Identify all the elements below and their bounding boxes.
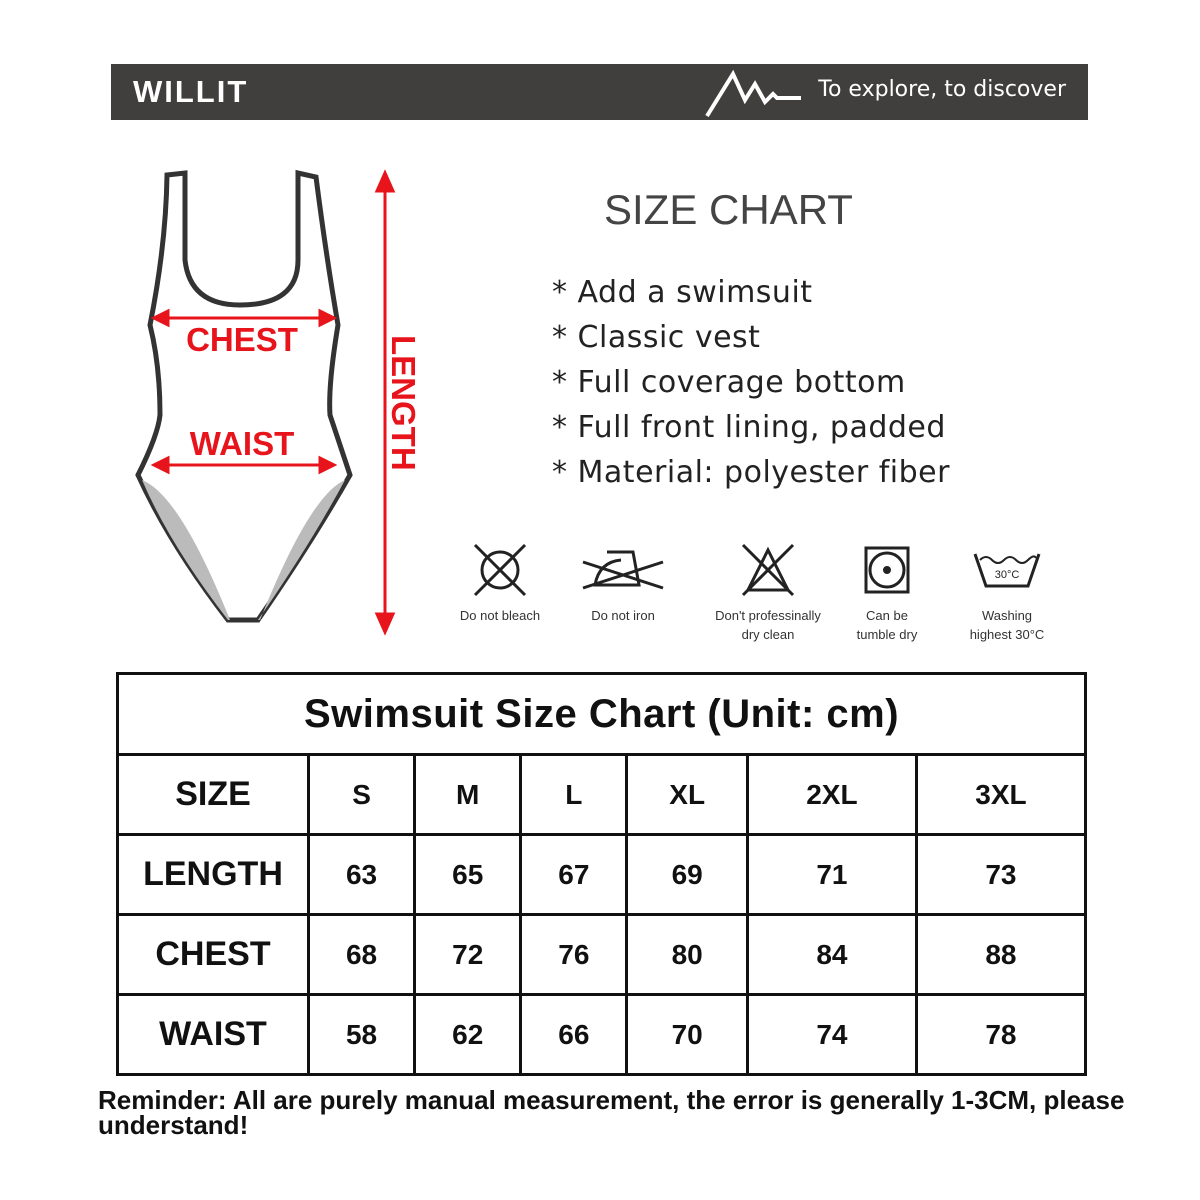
brand-banner: WILLIT To explore, to discover: [111, 64, 1088, 120]
tumble-dry-icon: [864, 546, 910, 594]
no-iron-icon: [582, 550, 664, 590]
feature-item: * Add a swimsuit: [552, 275, 813, 310]
length-label: LENGTH: [385, 335, 422, 471]
care-item: 30°C Washing highest 30°C: [942, 540, 1072, 644]
feature-item: * Material: polyester fiber: [552, 455, 950, 490]
care-item: Do not bleach: [435, 540, 565, 625]
feature-item: * Full front lining, padded: [552, 410, 946, 445]
chest-label: CHEST: [186, 321, 298, 358]
care-item: Can be tumble dry: [822, 540, 952, 644]
table-row: LENGTH 63 65 67 69 71 73: [116, 833, 1088, 916]
table-title: Swimsuit Size Chart (Unit: cm): [116, 672, 1087, 756]
feature-list: * Add a swimsuit * Classic vest * Full c…: [552, 270, 950, 495]
table-row: CHEST 68 72 76 80 84 88: [116, 913, 1088, 996]
no-bleach-icon: [473, 543, 527, 597]
svg-text:30°C: 30°C: [995, 569, 1020, 581]
tagline: To explore, to discover: [818, 77, 1066, 102]
wash-30-icon: 30°C: [973, 553, 1041, 588]
mountain-icon: [705, 69, 801, 118]
feature-item: * Classic vest: [552, 320, 761, 355]
page-title: SIZE CHART: [604, 186, 853, 233]
feature-item: * Full coverage bottom: [552, 365, 906, 400]
care-item: Do not iron: [558, 540, 688, 625]
swimsuit-outline: [135, 169, 353, 623]
table-row: WAIST 58 62 66 70 74 78: [116, 993, 1088, 1076]
brand-name: WILLIT: [133, 74, 249, 109]
no-dry-clean-icon: [741, 543, 795, 597]
care-item: Don't professinally dry clean: [703, 540, 833, 644]
swimsuit-diagram: CHEST WAIST LENGTH: [135, 169, 422, 636]
reminder-text: Reminder: All are purely manual measurem…: [98, 1085, 1125, 1140]
waist-label: WAIST: [190, 425, 295, 462]
